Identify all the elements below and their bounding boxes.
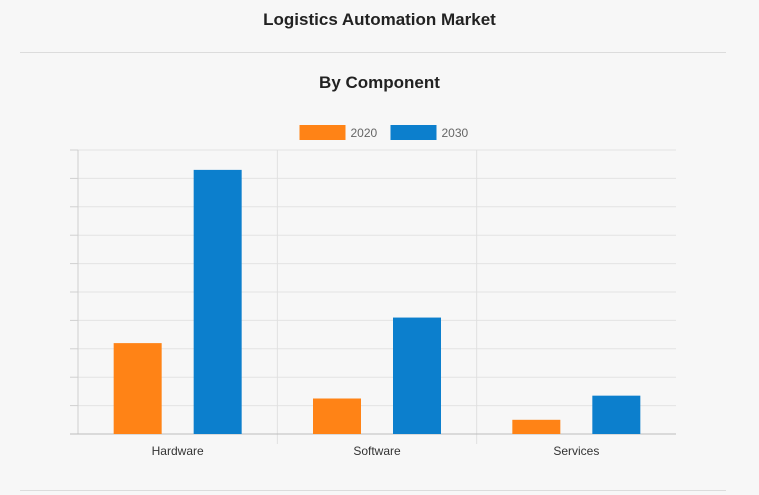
x-tick-label: Hardware [152, 444, 204, 458]
bar-2030-services [592, 395, 641, 434]
bottom-divider [20, 490, 726, 491]
legend-swatch [299, 125, 346, 140]
bar-2030-software [393, 317, 441, 434]
legend-swatch [390, 125, 437, 140]
bar-2020-services [512, 419, 561, 434]
x-tick-label: Services [553, 444, 599, 458]
legend-label: 2030 [442, 126, 469, 140]
page-title: Logistics Automation Market [263, 10, 496, 29]
bar-2030-hardware [193, 169, 242, 434]
bar-2020-software [313, 398, 361, 434]
bar-2020-hardware [113, 343, 162, 434]
x-tick-label: Software [353, 444, 401, 458]
legend-label: 2020 [351, 126, 378, 140]
title-divider [20, 52, 726, 53]
chart-title: By Component [319, 73, 440, 92]
